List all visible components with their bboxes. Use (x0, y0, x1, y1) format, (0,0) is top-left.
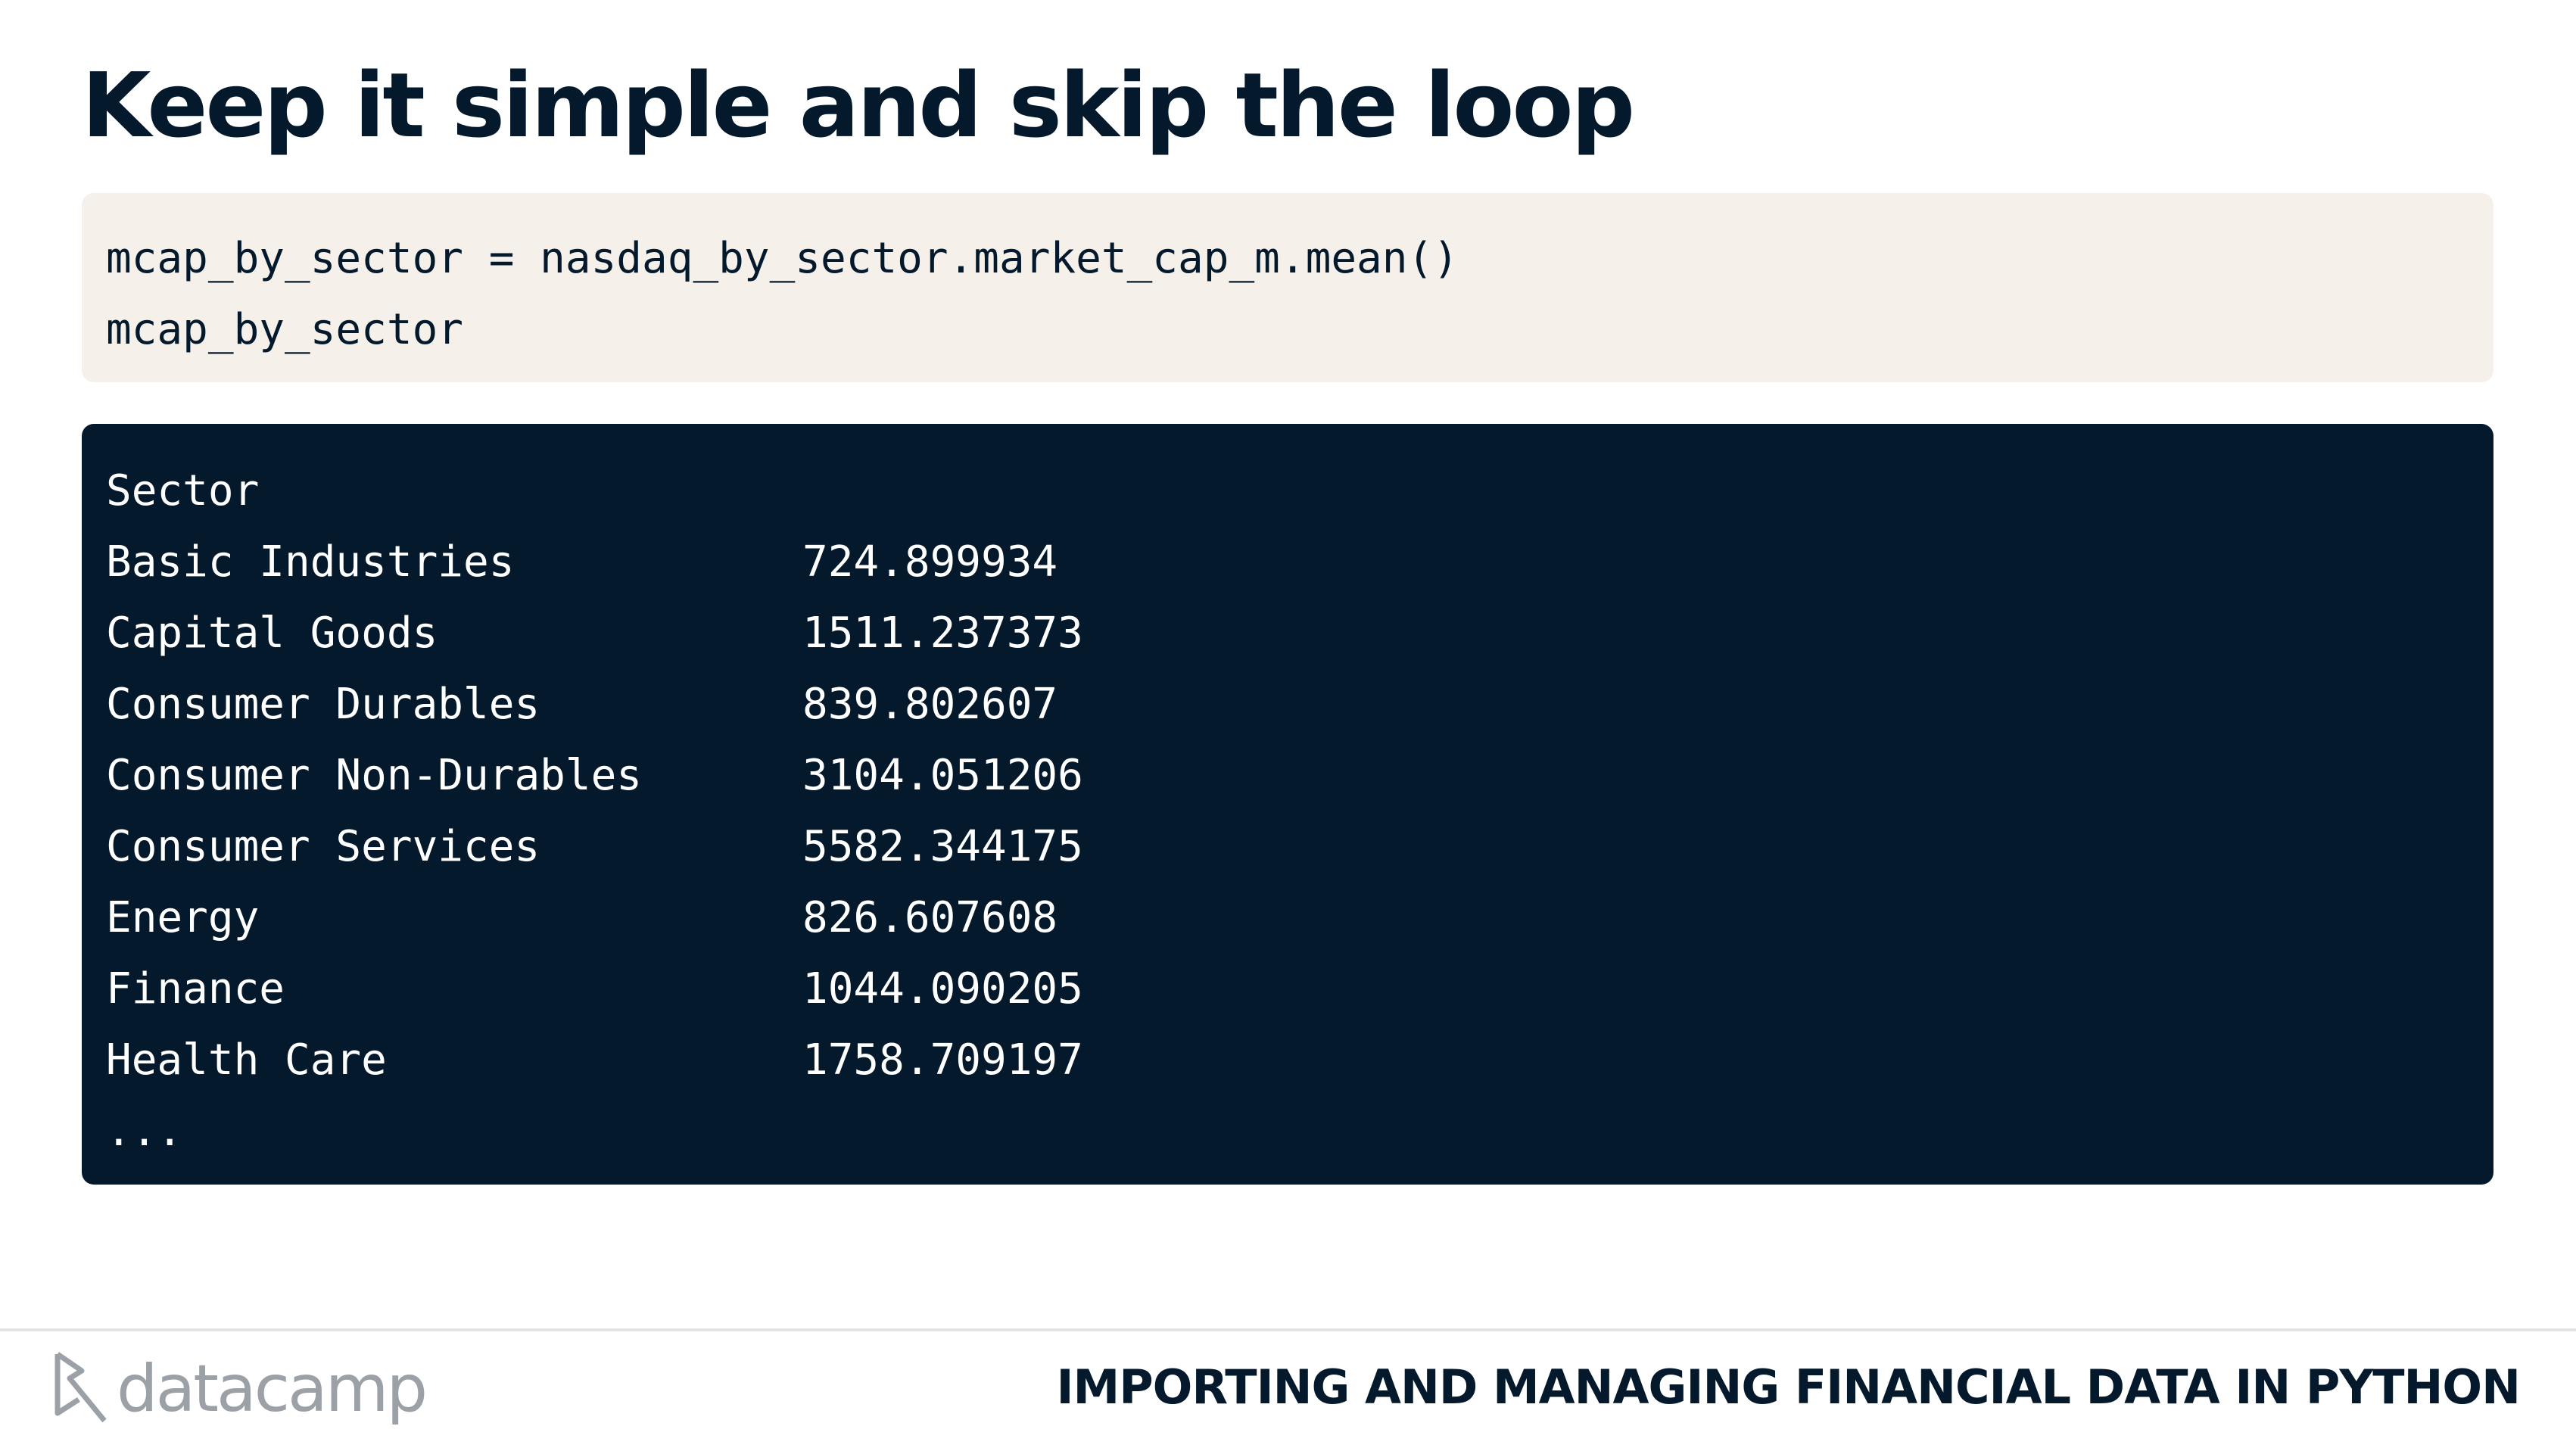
output-row: Consumer Non-Durables 3104.051206 (106, 740, 2469, 811)
output-row-label: Finance (106, 964, 285, 1014)
output-row-label: Basic Industries (106, 537, 515, 587)
output-ellipsis: ... (106, 1096, 2469, 1167)
code-line: mcap_by_sector (106, 305, 464, 354)
output-row-label: Consumer Durables (106, 680, 540, 729)
output-row: Consumer Services 5582.344175 (106, 811, 2469, 883)
slide-title: Keep it simple and skip the loop (82, 53, 1635, 157)
code-block: mcap_by_sector = nasdaq_by_sector.market… (82, 193, 2493, 382)
course-title: IMPORTING AND MANAGING FINANCIAL DATA IN… (1056, 1359, 2521, 1415)
output-row-label: Health Care (106, 1035, 387, 1085)
output-ellipsis-text: ... (106, 1107, 183, 1156)
output-row-value: 724.899934 (802, 537, 1058, 587)
footer-divider (0, 1328, 2576, 1331)
output-row-label: Consumer Services (106, 822, 540, 871)
output-row-label: Capital Goods (106, 609, 438, 658)
output-row-label: Consumer Non-Durables (106, 751, 643, 800)
output-row: Basic Industries 724.899934 (106, 527, 2469, 598)
output-row-value: 5582.344175 (802, 822, 1083, 871)
output-row-value: 1044.090205 (802, 964, 1083, 1014)
output-row: Energy 826.607608 (106, 883, 2469, 954)
output-row-value: 826.607608 (802, 893, 1058, 942)
datacamp-logo-text: datacamp (117, 1351, 428, 1427)
output-row-value: 1758.709197 (802, 1035, 1083, 1085)
output-row-value: 839.802607 (802, 680, 1058, 729)
output-row: Finance 1044.090205 (106, 954, 2469, 1025)
output-block: Sector Basic Industries 724.899934 Capit… (82, 424, 2493, 1185)
output-header: Sector (106, 456, 2469, 527)
datacamp-logo-icon (53, 1351, 109, 1427)
code-line: mcap_by_sector = nasdaq_by_sector.market… (106, 234, 1459, 283)
output-row: Health Care 1758.709197 (106, 1025, 2469, 1096)
output-row-label: Energy (106, 893, 260, 942)
output-row: Consumer Durables 839.802607 (106, 669, 2469, 740)
output-row-value: 3104.051206 (802, 751, 1083, 800)
output-row: Capital Goods 1511.237373 (106, 598, 2469, 669)
output-row-value: 1511.237373 (802, 609, 1083, 658)
datacamp-logo: datacamp (53, 1347, 428, 1431)
output-header-label: Sector (106, 466, 260, 515)
